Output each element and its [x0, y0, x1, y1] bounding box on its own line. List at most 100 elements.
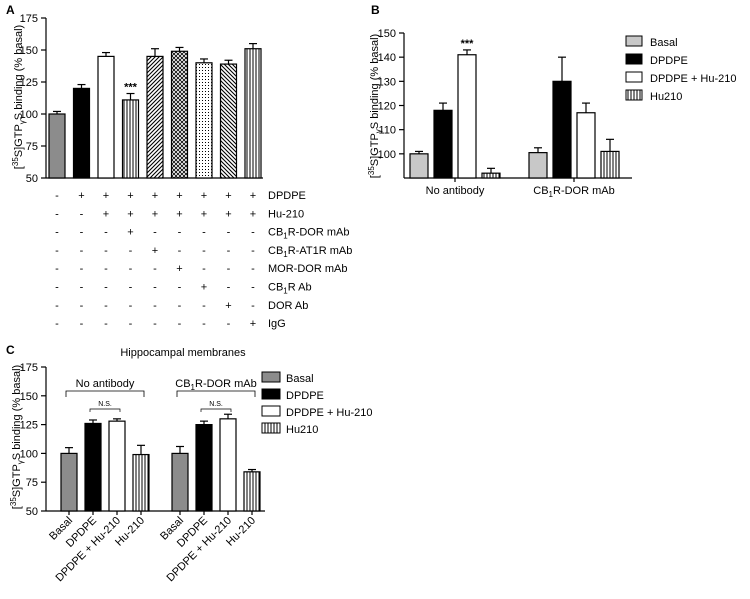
panel-a-treatment-sign: - — [104, 245, 108, 257]
panel-a-treatment-sign: - — [80, 245, 84, 257]
panel-a-treatment-sign: + — [176, 190, 182, 202]
panel-c-chart: 50 75 100 125 150 175 No antibody N.S. CB1R-DOR … — [20, 362, 373, 584]
panel-c-title: Hippocampal membranes — [120, 347, 246, 359]
panel-a-significance: *** — [124, 82, 138, 94]
panel-label-a: A — [6, 3, 15, 17]
panel-a-treatment-sign: - — [80, 263, 84, 275]
panel-a-treatment-label: Hu-210 — [268, 208, 304, 220]
panel-b-y-tick-label: 150 — [378, 28, 396, 40]
panel-a-treatment-sign: - — [202, 245, 206, 257]
panel-a-treatment-sign: + — [152, 208, 158, 220]
panel-c-legend-swatch — [261, 422, 281, 434]
panel-a-treatment-sign: - — [227, 245, 231, 257]
panel-b-bar — [409, 153, 429, 179]
panel-a-treatment-sign: - — [104, 227, 108, 239]
panel-a-treatment-sign: + — [78, 190, 84, 202]
panel-a-treatment-sign: - — [104, 300, 108, 312]
panel-c-group-label: CB1R-DOR mAb — [175, 378, 256, 392]
panel-b-category-label: No antibody — [426, 185, 485, 197]
panel-a-bar — [97, 55, 115, 179]
panel-a-treatment-sign: - — [251, 300, 255, 312]
panel-c-legend-label: Hu210 — [286, 424, 318, 436]
panel-a-bar — [219, 63, 238, 179]
panel-b-legend-swatch — [625, 89, 643, 101]
panel-a-bar — [48, 113, 66, 179]
panel-a-treatment-sign: - — [80, 208, 84, 220]
panel-a-ylabel: [35S]GTPγS binding (% basal) — [11, 25, 27, 169]
panel-a-treatment-sign: - — [104, 282, 108, 294]
panel-b-bar — [528, 152, 548, 179]
panel-b-bar — [481, 172, 501, 179]
panel-a-treatment-sign: - — [227, 318, 231, 330]
panel-a-treatment-label: CB1R Ab — [268, 282, 312, 296]
panel-a-treatment-sign: - — [153, 318, 157, 330]
panel-a-treatment-sign: - — [129, 282, 133, 294]
panel-b-legend-swatch — [625, 35, 643, 47]
panel-a-y-tick-label: 100 — [20, 109, 38, 121]
panel-c-bar — [84, 422, 102, 512]
panel-a-treatment-sign: - — [104, 263, 108, 275]
panel-a-treatment-label: MOR-DOR mAb — [268, 263, 347, 275]
panel-a-treatment-sign: + — [152, 245, 158, 257]
panel-a-treatment-label: DOR Ab — [268, 300, 308, 312]
panel-a-treatment-sign: + — [127, 227, 133, 239]
panel-c-ns-label: N.S. — [98, 401, 112, 408]
panel-a-treatment-sign: - — [178, 227, 182, 239]
panel-b-bar — [552, 80, 572, 179]
panel-b-y-tick-label: 130 — [378, 76, 396, 88]
panel-a-y-tick-label: 50 — [26, 173, 38, 185]
panel-b-bar — [433, 109, 453, 179]
panel-a-treatment-sign: - — [178, 300, 182, 312]
panel-c-ns-label: N.S. — [209, 401, 223, 408]
panel-a-treatment-sign: - — [55, 245, 59, 257]
panel-c-ns-bracket — [200, 408, 232, 412]
panel-b-bar — [576, 112, 596, 179]
panel-c-legend-label: DPDPE + Hu-210 — [286, 407, 373, 419]
panel-b-bar — [600, 150, 620, 179]
panel-c-group-bracket — [176, 390, 256, 397]
panel-a-treatment-label: IgG — [268, 318, 286, 330]
panel-a-bar — [244, 48, 262, 179]
panel-a-treatment-sign: + — [176, 263, 182, 275]
panel-a-treatment-sign: - — [178, 282, 182, 294]
panel-c-bar — [243, 471, 261, 512]
panel-a-treatment-sign: + — [127, 190, 133, 202]
panel-a-treatment-sign: - — [55, 190, 59, 202]
panel-a-bar — [195, 62, 213, 179]
panel-a-treatment-sign: + — [201, 282, 207, 294]
panel-b-legend-swatch — [625, 53, 643, 65]
panel-a-treatment-sign: - — [129, 318, 133, 330]
panel-c-bar — [132, 453, 150, 512]
panel-b-y-tick-label: 100 — [378, 149, 396, 161]
panel-c-y-tick-label: 175 — [20, 362, 38, 374]
panel-a-treatment-sign: - — [202, 300, 206, 312]
panel-a-treatment-sign: - — [251, 227, 255, 239]
panel-a-treatment-sign: + — [201, 190, 207, 202]
panel-c-legend-label: DPDPE — [286, 390, 324, 402]
panel-a-treatment-sign: - — [55, 282, 59, 294]
panel-c-group-bracket — [65, 390, 145, 397]
panel-c-y-tick-label: 150 — [20, 391, 38, 403]
panel-a-treatment-sign: - — [251, 263, 255, 275]
panel-c-bar — [195, 424, 213, 512]
panel-a-treatment-sign: - — [202, 263, 206, 275]
panel-a-treatment-sign: - — [227, 227, 231, 239]
panel-b-chart: 100 110 120 130 140 150 *** No antibody CB1R-DOR… — [378, 28, 737, 199]
panel-c-ns-bracket — [89, 408, 121, 412]
panel-b-significance: *** — [461, 38, 475, 50]
panel-c-bar — [108, 420, 126, 512]
panel-a-treatment-sign: - — [55, 300, 59, 312]
panel-b-legend-swatch — [625, 71, 643, 83]
panel-a-treatment-sign: - — [153, 282, 157, 294]
panel-a-y-tick-label: 75 — [26, 141, 38, 153]
panel-label-c: C — [6, 343, 15, 357]
panel-c-y-tick-label: 50 — [26, 506, 38, 518]
panel-b-legend-label: DPDPE — [650, 55, 688, 67]
panel-c-y-tick-label: 125 — [20, 420, 38, 432]
panel-a-treatment-sign: + — [250, 190, 256, 202]
panel-a-treatment-sign: - — [104, 318, 108, 330]
panel-b-y-tick-label: 140 — [378, 52, 396, 64]
panel-a-treatment-sign: - — [129, 263, 133, 275]
panel-a-treatment-sign: + — [152, 190, 158, 202]
